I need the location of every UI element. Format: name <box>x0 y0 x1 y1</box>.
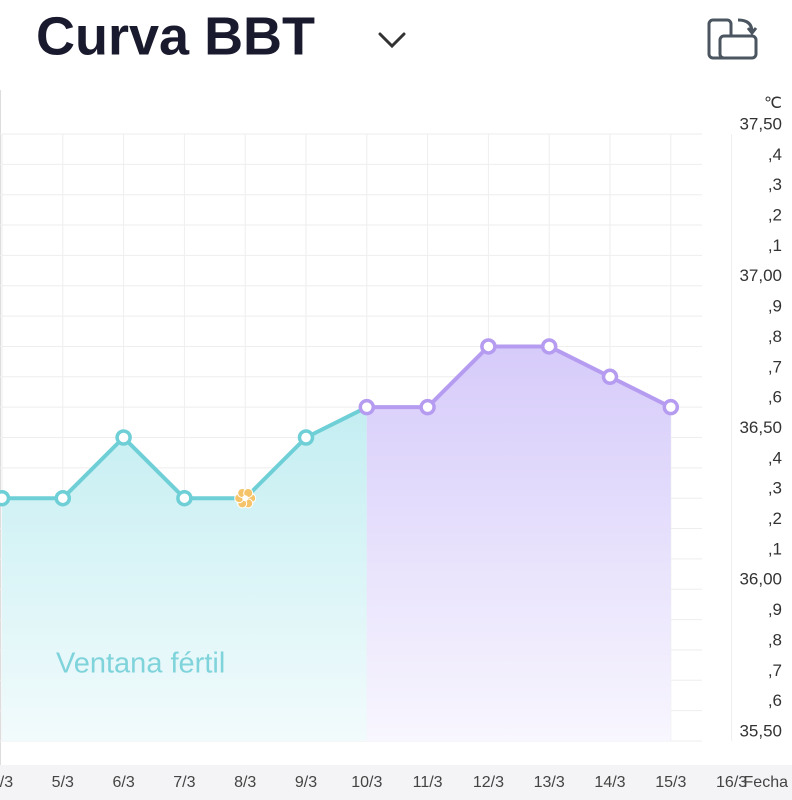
area <box>366 346 671 741</box>
x-tick-label: 11/3 <box>413 774 443 791</box>
x-tick-label: 13/3 <box>534 774 565 791</box>
annotation: Ventana fértil <box>56 648 225 680</box>
point <box>297 429 315 446</box>
x-tick-label: 4/3 <box>0 774 13 791</box>
x-tick-label: 6/3 <box>112 774 134 791</box>
area <box>2 407 367 741</box>
x-tick-label: 8/3 <box>234 774 256 791</box>
x-tick-label: 12/3 <box>473 774 504 791</box>
point <box>662 398 680 416</box>
dropdown-chevron[interactable] <box>378 32 406 49</box>
petal <box>243 488 254 499</box>
point <box>0 489 11 507</box>
y-tick-label: 37,50 <box>739 114 782 133</box>
y-tick-label: 36,00 <box>739 570 782 589</box>
y-tick-label: ,4 <box>768 448 782 467</box>
point <box>540 338 558 355</box>
rotate-icon[interactable] <box>707 18 758 60</box>
y-tick-label: ,1 <box>768 539 782 558</box>
flower-center <box>242 495 249 502</box>
x-tick-label: 7/3 <box>173 774 195 791</box>
point <box>480 338 497 355</box>
x-tick-label: 16/3 <box>716 774 747 791</box>
y-tick-label: ,4 <box>768 145 782 164</box>
x-axis-label: Fecha <box>744 774 789 791</box>
y-tick-label: 35,50 <box>739 721 782 740</box>
y-tick-label: ,9 <box>768 600 782 619</box>
x-tick-label: 10/3 <box>351 774 382 791</box>
line <box>366 344 672 410</box>
y-tick-label: ,7 <box>768 661 782 680</box>
point <box>54 489 72 507</box>
y-tick-label: ,8 <box>768 327 782 346</box>
x-tick-label: 15/3 <box>655 774 686 791</box>
y-tick-label: ,9 <box>768 297 782 316</box>
title: Curva BBT <box>36 6 315 66</box>
y-tick-label: ,6 <box>768 388 782 407</box>
y-tick-label: ,7 <box>768 357 782 376</box>
point <box>115 429 132 446</box>
point <box>419 398 436 416</box>
y-tick-label: ,2 <box>768 509 782 528</box>
y-tick-label: 37,00 <box>739 266 782 285</box>
y-tick-label: ,8 <box>768 630 782 649</box>
x-tick-label: 9/3 <box>295 774 317 791</box>
point <box>358 398 376 416</box>
x-axis-bar <box>0 765 792 800</box>
point <box>601 368 619 386</box>
y-tick-label: ,2 <box>768 206 782 225</box>
unit-label: ℃ <box>764 95 782 112</box>
y-tick-label: ,3 <box>768 175 782 194</box>
x-tick-label: 5/3 <box>52 774 74 791</box>
x-tick-label: 14/3 <box>594 774 625 791</box>
y-tick-label: ,1 <box>768 236 782 255</box>
flower-marker <box>234 488 257 509</box>
point <box>176 489 193 507</box>
y-tick-label: ,6 <box>768 691 782 710</box>
y-tick-label: 36,50 <box>739 418 782 437</box>
y-tick-label: ,3 <box>768 479 782 498</box>
